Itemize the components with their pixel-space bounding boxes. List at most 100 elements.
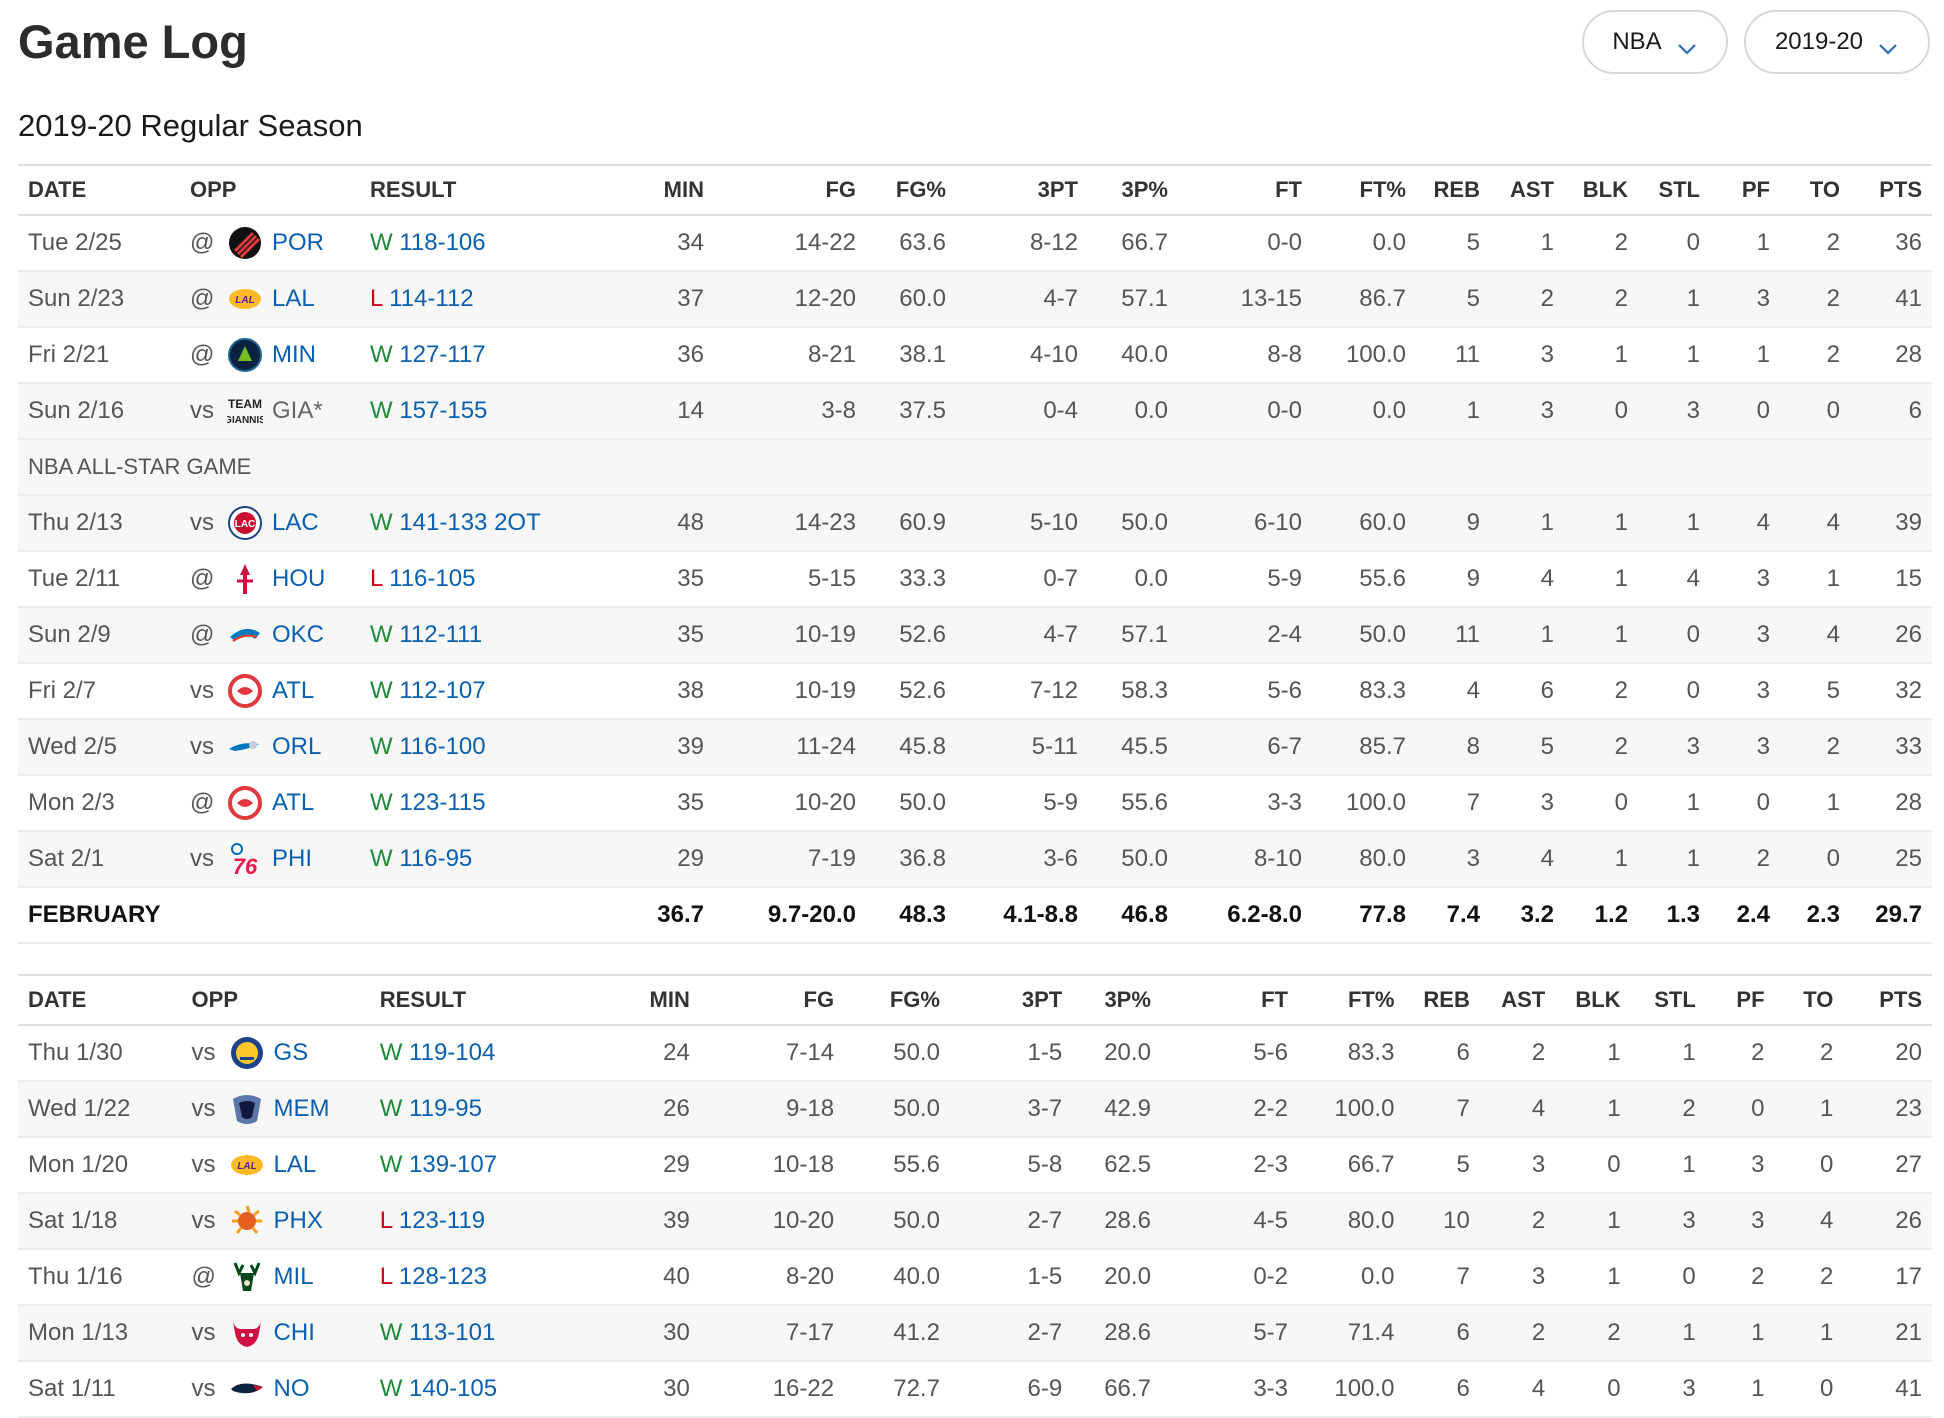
LAC-logo-icon[interactable]: LAC [226, 504, 264, 542]
opponent-team-link[interactable]: LAC [272, 509, 319, 536]
game-score-link[interactable]: 119-95 [409, 1095, 482, 1122]
column-header-pf[interactable]: PF [1705, 974, 1775, 1026]
opponent-team-link[interactable]: ATL [272, 677, 315, 704]
column-header-ast[interactable]: AST [1490, 164, 1564, 216]
column-header-date[interactable]: DATE [18, 164, 180, 216]
LAL-logo-icon[interactable]: LAL [228, 1146, 266, 1184]
column-header-blk[interactable]: BLK [1555, 974, 1631, 1026]
opponent-cell: vs NO [181, 1361, 370, 1418]
column-header-3pt[interactable]: 3PT [949, 974, 1073, 1026]
game-score-link[interactable]: 116-100 [399, 733, 486, 760]
opponent-team-link[interactable]: OKC [272, 621, 325, 648]
column-header-3p-pct[interactable]: 3P% [1072, 974, 1161, 1026]
game-score-link[interactable]: 128-123 [398, 1263, 487, 1290]
column-header-stl[interactable]: STL [1630, 974, 1706, 1026]
opponent-team-link[interactable]: ATL [272, 789, 315, 816]
column-header-pts[interactable]: PTS [1843, 974, 1932, 1026]
NO-logo-icon[interactable] [228, 1370, 266, 1408]
CHI-logo-icon[interactable] [228, 1314, 266, 1352]
PHI-logo-icon[interactable]: 76 [226, 840, 264, 878]
column-header-min[interactable]: MIN [586, 164, 714, 216]
game-score-link[interactable]: 118-106 [399, 229, 486, 256]
column-header-result[interactable]: RESULT [360, 164, 586, 216]
opponent-team-link[interactable]: MIN [272, 341, 316, 368]
column-header-ft-pct[interactable]: FT% [1312, 164, 1416, 216]
column-header-result[interactable]: RESULT [369, 974, 591, 1026]
game-score-link[interactable]: 116-105 [389, 565, 476, 592]
opponent-team-link[interactable]: PHX [273, 1207, 323, 1234]
column-header-3p-pct[interactable]: 3P% [1088, 164, 1178, 216]
column-header-fg[interactable]: FG [699, 974, 845, 1026]
game-score-link[interactable]: 139-107 [409, 1151, 498, 1178]
stat-pts: 17 [1843, 1249, 1932, 1306]
HOU-logo-icon[interactable] [226, 560, 264, 598]
league-select[interactable]: NBA [1582, 10, 1728, 74]
PHX-logo-icon[interactable] [228, 1202, 266, 1240]
stat-ft-pct: 100.0 [1312, 327, 1416, 384]
team-giannis-logo-icon[interactable]: TEAM GIANNIS [226, 392, 264, 430]
game-score-link[interactable]: 113-101 [409, 1319, 496, 1346]
column-header-pts[interactable]: PTS [1850, 164, 1932, 216]
column-header-3pt[interactable]: 3PT [956, 164, 1088, 216]
MIL-logo-icon[interactable] [228, 1258, 266, 1296]
MIN-logo-icon[interactable] [226, 336, 264, 374]
opponent-team-link[interactable]: HOU [272, 565, 326, 592]
column-header-opp[interactable]: OPP [181, 974, 370, 1026]
opponent-team-link[interactable]: GS [273, 1039, 309, 1066]
column-header-to[interactable]: TO [1780, 164, 1850, 216]
ATL-logo-icon[interactable] [226, 672, 264, 710]
column-header-pf[interactable]: PF [1710, 164, 1780, 216]
opponent-team-link[interactable]: MIL [273, 1263, 314, 1290]
column-header-date[interactable]: DATE [18, 974, 182, 1026]
stat-ast: 1 [1490, 607, 1564, 664]
opponent-team-link[interactable]: PHI [272, 845, 313, 872]
column-header-min[interactable]: MIN [590, 974, 700, 1026]
win-indicator: W [370, 789, 393, 816]
opponent-team-link[interactable]: CHI [273, 1319, 315, 1346]
OKC-logo-icon[interactable] [226, 616, 264, 654]
season-select[interactable]: 2019-20 [1744, 10, 1930, 74]
ORL-logo-icon[interactable] [226, 728, 264, 766]
column-header-reb[interactable]: REB [1416, 164, 1490, 216]
game-score-link[interactable]: 141-133 2OT [399, 509, 541, 536]
opponent-team-link[interactable]: LAL [273, 1151, 317, 1178]
column-header-stl[interactable]: STL [1638, 164, 1710, 216]
column-header-ft-pct[interactable]: FT% [1298, 974, 1405, 1026]
opponent-team-link[interactable]: POR [272, 229, 325, 256]
stat-ft: 2-4 [1178, 607, 1312, 664]
column-header-fg-pct[interactable]: FG% [844, 974, 950, 1026]
game-score-link[interactable]: 123-115 [399, 789, 486, 816]
opponent-team-link[interactable]: GIA* [272, 397, 323, 424]
column-header-to[interactable]: TO [1774, 974, 1844, 1026]
POR-logo-icon[interactable] [226, 224, 264, 262]
opponent-team-link[interactable]: NO [273, 1375, 310, 1402]
opponent-team-link[interactable]: LAL [272, 285, 315, 312]
game-score-link[interactable]: 157-155 [399, 397, 488, 424]
game-score-link[interactable]: 116-95 [399, 845, 473, 872]
column-header-ft[interactable]: FT [1160, 974, 1298, 1026]
game-score-link[interactable]: 114-112 [389, 285, 474, 312]
stat-ft: 6-7 [1178, 719, 1312, 776]
ATL-logo-icon[interactable] [226, 784, 264, 822]
MEM-logo-icon[interactable] [228, 1090, 266, 1128]
game-score-link[interactable]: 140-105 [409, 1375, 498, 1402]
LAL-logo-icon[interactable]: LAL [226, 280, 264, 318]
column-header-reb[interactable]: REB [1404, 974, 1480, 1026]
game-score-link[interactable]: 112-107 [399, 677, 486, 704]
game-score-link[interactable]: 119-104 [409, 1039, 496, 1066]
column-header-blk[interactable]: BLK [1564, 164, 1638, 216]
game-score-link[interactable]: 127-117 [399, 341, 486, 368]
home-away-indicator: vs [191, 1207, 216, 1234]
column-header-ft[interactable]: FT [1178, 164, 1312, 216]
opponent-team-link[interactable]: MEM [273, 1095, 330, 1122]
column-header-fg[interactable]: FG [714, 164, 866, 216]
game-score-link[interactable]: 123-119 [398, 1207, 486, 1234]
column-header-fg-pct[interactable]: FG% [866, 164, 956, 216]
GS-logo-icon[interactable] [228, 1034, 266, 1072]
column-header-opp[interactable]: OPP [180, 164, 360, 216]
opponent-team-link[interactable]: ORL [272, 733, 322, 760]
column-header-ast[interactable]: AST [1479, 974, 1556, 1026]
opponent-cell: vs TEAM GIANNIS GIA* [180, 383, 360, 440]
game-score-link[interactable]: 112-111 [399, 621, 483, 648]
stat-3pt: 8-12 [956, 215, 1088, 272]
